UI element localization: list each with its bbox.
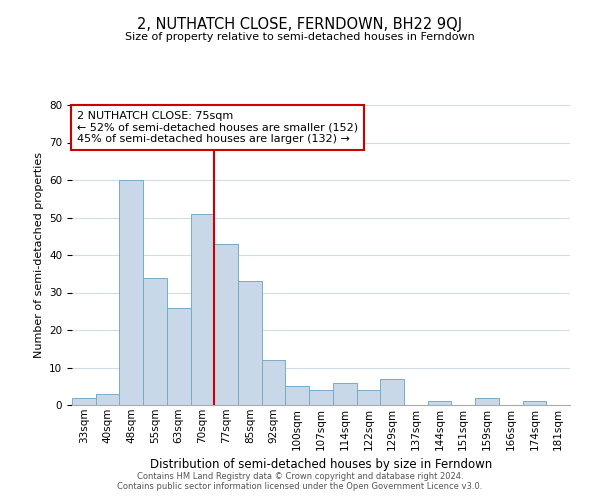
- Bar: [262, 360, 286, 405]
- Bar: [119, 180, 143, 405]
- X-axis label: Distribution of semi-detached houses by size in Ferndown: Distribution of semi-detached houses by …: [150, 458, 492, 471]
- Y-axis label: Number of semi-detached properties: Number of semi-detached properties: [34, 152, 44, 358]
- Bar: [475, 398, 499, 405]
- Bar: [96, 394, 119, 405]
- Bar: [428, 401, 451, 405]
- Bar: [523, 401, 546, 405]
- Bar: [167, 308, 191, 405]
- Bar: [286, 386, 309, 405]
- Bar: [72, 398, 96, 405]
- Text: 2, NUTHATCH CLOSE, FERNDOWN, BH22 9QJ: 2, NUTHATCH CLOSE, FERNDOWN, BH22 9QJ: [137, 18, 463, 32]
- Text: 2 NUTHATCH CLOSE: 75sqm
← 52% of semi-detached houses are smaller (152)
45% of s: 2 NUTHATCH CLOSE: 75sqm ← 52% of semi-de…: [77, 111, 358, 144]
- Bar: [214, 244, 238, 405]
- Bar: [143, 278, 167, 405]
- Text: Size of property relative to semi-detached houses in Ferndown: Size of property relative to semi-detach…: [125, 32, 475, 42]
- Bar: [356, 390, 380, 405]
- Bar: [309, 390, 333, 405]
- Bar: [380, 379, 404, 405]
- Bar: [238, 281, 262, 405]
- Text: Contains HM Land Registry data © Crown copyright and database right 2024.: Contains HM Land Registry data © Crown c…: [137, 472, 463, 481]
- Bar: [333, 382, 356, 405]
- Bar: [191, 214, 214, 405]
- Text: Contains public sector information licensed under the Open Government Licence v3: Contains public sector information licen…: [118, 482, 482, 491]
